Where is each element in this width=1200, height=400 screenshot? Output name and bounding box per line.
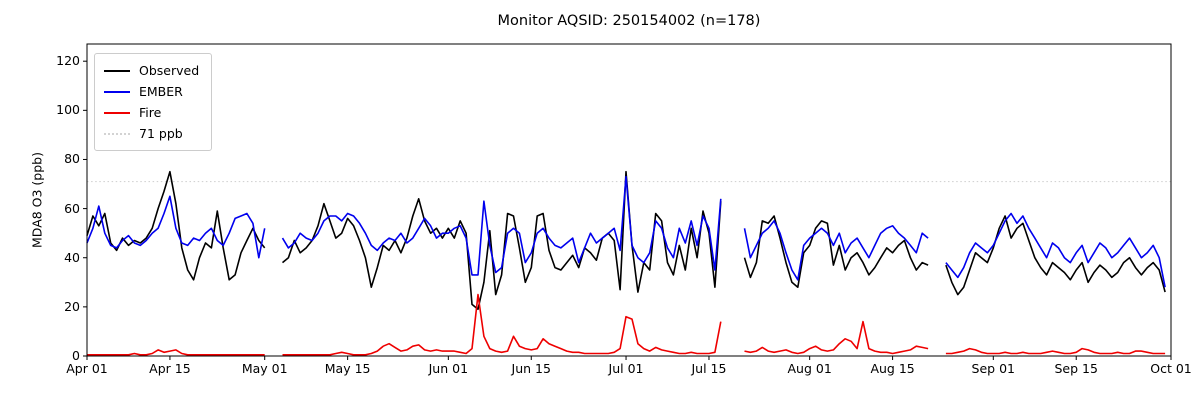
legend-label-observed: Observed xyxy=(139,63,200,78)
axes-frame xyxy=(86,43,1172,357)
x-tick-label: May 01 xyxy=(241,361,288,376)
legend-label-fire: Fire xyxy=(139,105,162,120)
x-tick-label: Apr 01 xyxy=(66,361,108,376)
x-tick-label: Aug 15 xyxy=(870,361,915,376)
series-line-ember xyxy=(86,175,1166,288)
x-tick-label: Apr 15 xyxy=(149,361,191,376)
y-tick-label: 80 xyxy=(64,151,80,167)
x-tick-label: Jul 01 xyxy=(608,361,644,376)
y-tick-label: 0 xyxy=(72,348,80,363)
y-tick-label: 100 xyxy=(56,102,80,118)
legend-item-fire: Fire xyxy=(104,102,201,123)
x-tick-label: Jul 15 xyxy=(691,361,727,376)
fire-line-swatch xyxy=(104,111,130,114)
series-line-fire xyxy=(87,293,1166,356)
x-tick-label: Jun 01 xyxy=(428,361,469,376)
x-tick-label: Oct 01 xyxy=(1150,361,1192,376)
x-tick-label: Jun 15 xyxy=(511,361,551,376)
chart-title: Monitor AQSID: 250154002 (n=178) xyxy=(497,13,761,29)
legend-item-observed: Observed xyxy=(104,60,201,81)
series-line-observed xyxy=(86,170,1166,311)
legend: Observed EMBER Fire 71 ppb xyxy=(94,53,212,151)
ember-line-swatch xyxy=(104,90,130,93)
x-tick-label: Aug 01 xyxy=(787,361,832,376)
x-tick-label: Sep 15 xyxy=(1054,361,1098,376)
x-tick-label: May 15 xyxy=(324,361,371,376)
threshold-line-swatch xyxy=(104,132,130,135)
legend-label-threshold: 71 ppb xyxy=(139,126,183,141)
legend-item-threshold: 71 ppb xyxy=(104,123,201,144)
legend-label-ember: EMBER xyxy=(139,84,183,99)
legend-item-ember: EMBER xyxy=(104,81,201,102)
y-tick-label: 20 xyxy=(64,298,80,314)
y-tick-label: 120 xyxy=(56,53,80,69)
x-tick-label: Sep 01 xyxy=(971,361,1015,376)
y-tick-label: 60 xyxy=(64,200,80,216)
observed-line-swatch xyxy=(104,69,130,72)
y-tick-label: 40 xyxy=(64,249,80,265)
